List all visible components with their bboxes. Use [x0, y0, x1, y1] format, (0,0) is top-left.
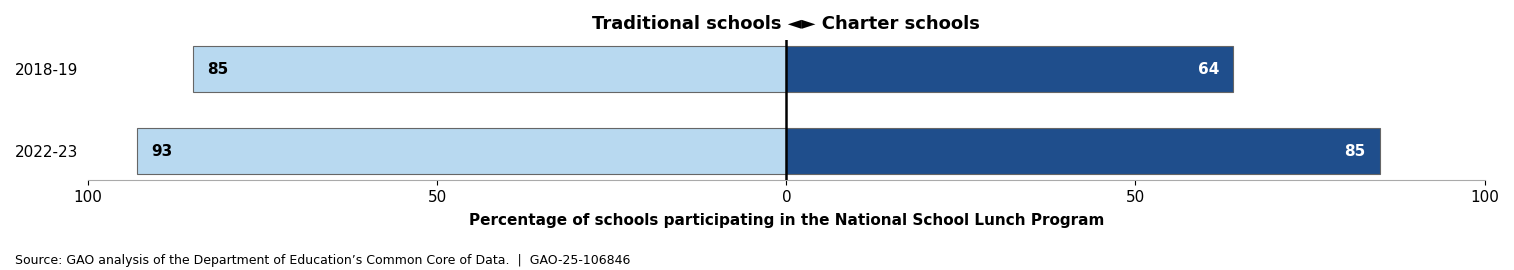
Bar: [786, 46, 1234, 92]
X-axis label: Percentage of schools participating in the National School Lunch Program: Percentage of schools participating in t…: [469, 213, 1104, 228]
Text: 93: 93: [151, 144, 173, 158]
Bar: [192, 46, 786, 92]
Text: Source: GAO analysis of the Department of Education’s Common Core of Data.  |  G: Source: GAO analysis of the Department o…: [15, 254, 630, 267]
Bar: [136, 129, 786, 174]
Text: 64: 64: [1198, 62, 1219, 76]
Text: 85: 85: [1344, 144, 1366, 158]
Bar: [786, 129, 1379, 174]
Text: 85: 85: [207, 62, 229, 76]
Title: Traditional schools ◄► Charter schools: Traditional schools ◄► Charter schools: [592, 15, 980, 33]
